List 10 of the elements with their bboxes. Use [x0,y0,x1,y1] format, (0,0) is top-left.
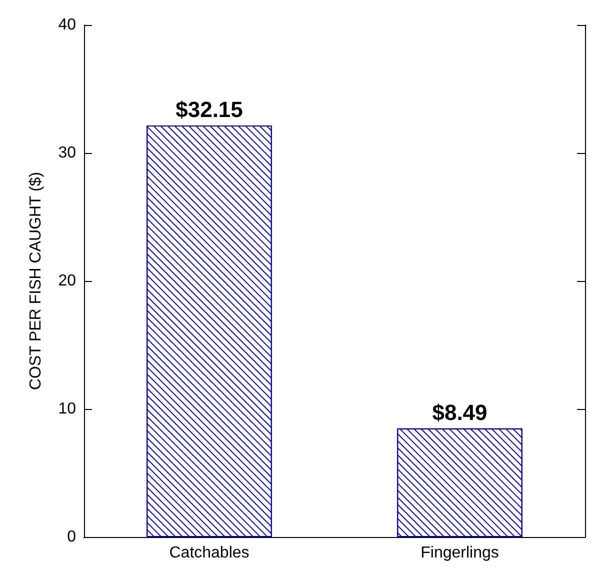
y-tick-label: 40 [58,16,76,34]
y-tick-label: 10 [58,400,76,418]
y-tick-label: 20 [58,272,76,290]
y-tick-label: 30 [58,144,76,162]
y-axis-title: COST PER FISH CAUGHT ($) [28,172,44,390]
y-tick-label: 0 [67,528,76,546]
x-tick-label: Catchables [169,544,250,562]
data-label: $8.49 [432,400,488,425]
x-tick-label: Fingerlings [420,544,499,562]
data-label: $32.15 [176,96,243,122]
